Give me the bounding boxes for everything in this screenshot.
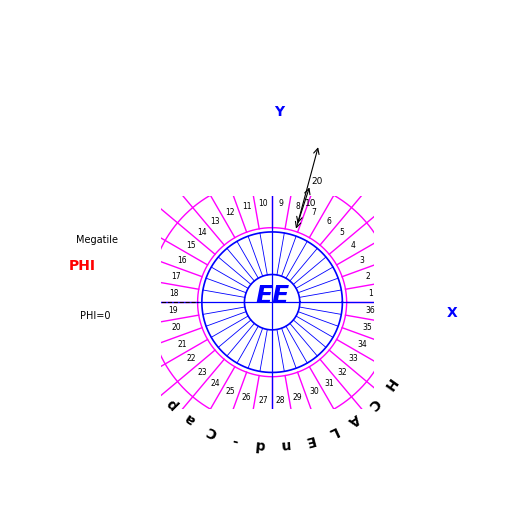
Text: 7: 7 [312,208,316,217]
Text: 9: 9 [278,199,283,208]
Text: 29: 29 [293,393,303,402]
Text: 28: 28 [276,396,286,405]
Text: 12: 12 [226,208,235,217]
Text: H: H [380,375,398,393]
Text: 20: 20 [172,323,181,333]
Text: 26: 26 [242,393,251,402]
Text: 25: 25 [226,387,235,396]
Text: 18: 18 [169,289,178,298]
Text: 8: 8 [295,202,300,211]
Text: 1: 1 [368,289,373,298]
Text: X: X [446,307,457,321]
Text: 13: 13 [210,217,220,225]
Text: 4: 4 [351,241,356,250]
Text: 34: 34 [357,339,367,349]
Text: C: C [204,423,219,440]
Text: 16: 16 [178,256,187,265]
Text: 32: 32 [337,368,347,377]
Text: Megatile: Megatile [76,235,118,244]
Text: PHI: PHI [69,259,96,274]
Text: L: L [326,423,339,440]
Text: p: p [163,395,180,411]
Text: 31: 31 [324,379,334,388]
Text: 30: 30 [309,387,319,396]
Text: 3: 3 [359,256,364,265]
Text: 33: 33 [349,354,358,364]
Text: E: E [303,432,315,448]
Text: 36: 36 [366,306,376,315]
Text: 5: 5 [340,228,344,237]
Text: 11: 11 [242,202,251,211]
Text: 15: 15 [186,241,196,250]
Text: EE: EE [255,284,289,308]
Text: 23: 23 [197,368,207,377]
Text: PHI=0: PHI=0 [80,311,111,321]
Text: -: - [231,433,240,448]
Text: 20: 20 [311,177,322,186]
Text: 17: 17 [172,272,181,281]
Text: 10: 10 [258,199,268,208]
Text: 24: 24 [210,379,220,388]
Text: 35: 35 [363,323,373,333]
Text: n: n [279,437,290,452]
Text: 22: 22 [187,354,196,364]
Text: Y: Y [274,105,284,119]
Text: 27: 27 [258,396,268,405]
Text: 14: 14 [197,228,207,237]
Text: A: A [345,410,363,428]
Text: 2: 2 [365,272,370,281]
Text: 10: 10 [305,199,316,208]
Text: 6: 6 [327,217,331,225]
Text: 19: 19 [169,306,178,315]
Text: d: d [254,437,265,452]
Text: C: C [364,395,381,412]
Text: a: a [182,411,198,427]
Text: 21: 21 [178,339,187,349]
